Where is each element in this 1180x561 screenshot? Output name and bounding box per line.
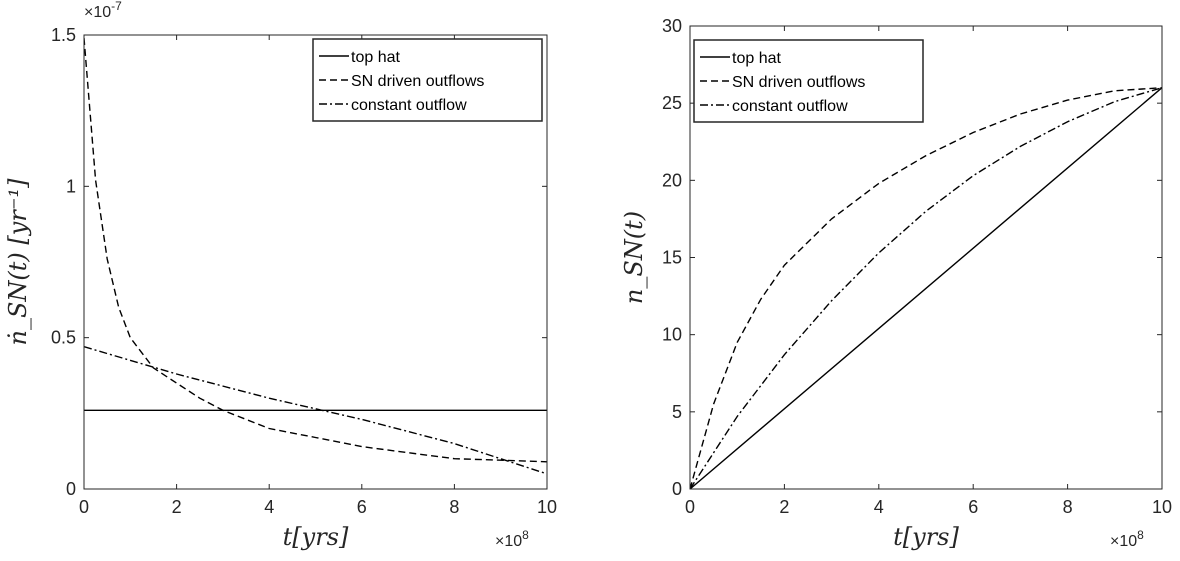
legend-entry: SN driven outflows	[351, 73, 484, 90]
series-line-constant-outflow	[84, 346, 547, 475]
y-tick-label: 10	[662, 325, 682, 345]
x-tick-label: 2	[172, 497, 182, 517]
chart-2: 0 2 4 6 8 10 0 5 10 15 20 25 30 ×108 t[yrs] n_SN(t) top …	[620, 16, 1172, 551]
series-line-sn-driven-outflows	[690, 87, 1162, 489]
axes-box	[83, 34, 548, 490]
x-axis-label: t[yrs]	[283, 523, 349, 551]
y-axis-label: ṅ_SN(t) [yr⁻¹]	[4, 178, 32, 346]
legend-entry: constant outflow	[732, 98, 848, 115]
y-tick-label: 1.5	[51, 25, 76, 45]
x-tick-label: 0	[685, 497, 695, 517]
x-tick-label: 4	[264, 497, 274, 517]
x-tick-label: 0	[79, 497, 89, 517]
x-axis-label: t[yrs]	[893, 523, 959, 551]
series-line-constant-outflow	[690, 87, 1162, 489]
x-multiplier: ×108	[495, 528, 529, 550]
y-tick-label: 0.5	[51, 328, 76, 348]
legend-entry: SN driven outflows	[732, 74, 865, 91]
x-tick-label: 6	[357, 497, 367, 517]
legend-entry: top hat	[732, 50, 781, 67]
x-tick-label: 8	[1063, 497, 1073, 517]
y-tick-label: 1	[66, 176, 76, 196]
chart-1: 0 2 4 6 8 10 0 0.5 1 1.5 ×108 ×10-7 t[yrs] ṅ_SN(t) [y…	[4, 0, 557, 551]
series-line-sn-driven-outflows	[84, 37, 547, 463]
y-tick-label: 0	[66, 479, 76, 499]
x-multiplier: ×108	[1110, 528, 1144, 550]
x-tick-label: 4	[874, 497, 884, 517]
legend-entry: constant outflow	[351, 97, 467, 114]
y-tick-label: 20	[662, 170, 682, 190]
y-tick-label: 5	[672, 402, 682, 422]
x-tick-label: 10	[1152, 497, 1172, 517]
series-line-top-hat	[690, 87, 1162, 489]
y-tick-label: 25	[662, 93, 682, 113]
y-tick-label: 0	[672, 479, 682, 499]
legend: top hat SN driven outflows constant outflo…	[312, 38, 543, 122]
x-tick-label: 6	[968, 497, 978, 517]
x-tick-label: 10	[537, 497, 557, 517]
legend-box	[312, 38, 543, 122]
y-tick-label: 30	[662, 16, 682, 36]
x-tick-label: 8	[449, 497, 459, 517]
legend-box	[693, 39, 924, 123]
y-multiplier: ×10-7	[84, 0, 122, 21]
legend-entry: top hat	[351, 49, 400, 66]
x-tick-label: 2	[779, 497, 789, 517]
legend: top hat SN driven outflows constant outflo…	[693, 39, 924, 123]
y-tick-label: 15	[662, 248, 682, 268]
y-axis-label: n_SN(t)	[620, 211, 648, 304]
